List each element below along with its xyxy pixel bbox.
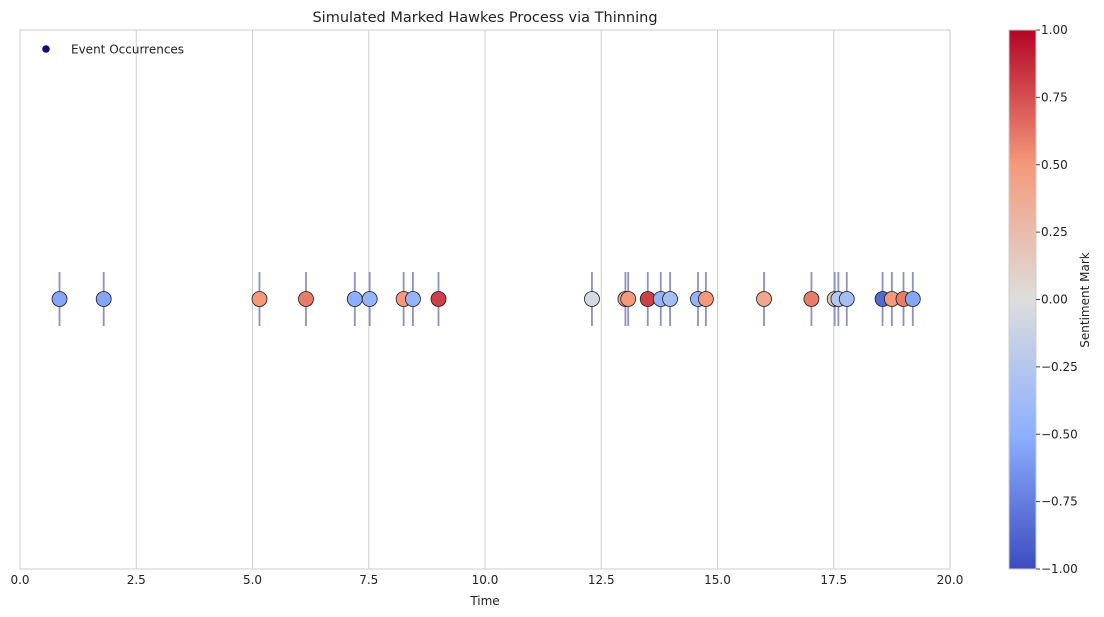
- event-marker: [697, 291, 714, 307]
- event-marker: [756, 291, 772, 307]
- colorbar-tick-label: −0.25: [1041, 360, 1078, 374]
- event-marker: [95, 291, 112, 307]
- colorbar-tick-labels: 1.00 0.75 0.50 0.25 0.00 −0.25 −0.50 −0.75 −1.00: [1036, 23, 1078, 576]
- x-tick-label: 2.5: [127, 573, 146, 587]
- chart-title: Simulated Marked Hawkes Process via Thin…: [312, 10, 657, 26]
- legend: Event Occurrences: [42, 43, 184, 57]
- x-tick-label: 5.0: [243, 573, 262, 587]
- colorbar-tick-label: −0.75: [1041, 495, 1078, 509]
- event-stems: [58, 272, 914, 326]
- colorbar-tick-label: 1.00: [1041, 23, 1068, 37]
- x-axis-label: Time: [469, 594, 499, 608]
- event-marker: [51, 291, 68, 307]
- x-tick-label: 20.0: [937, 573, 964, 587]
- colorbar-tick-label: −1.00: [1041, 562, 1078, 576]
- event-marker: [620, 291, 637, 307]
- x-tick-label: 12.5: [588, 573, 615, 587]
- colorbar-tick-label: −0.50: [1041, 427, 1078, 441]
- colorbar-label: Sentiment Mark: [1078, 252, 1092, 347]
- x-tick-label: 7.5: [359, 573, 378, 587]
- event-marker: [904, 291, 921, 307]
- event-marker: [838, 291, 855, 307]
- legend-label: Event Occurrences: [71, 43, 184, 57]
- colorbar-tick-label: 0.50: [1041, 158, 1068, 172]
- event-marker: [361, 291, 378, 307]
- colorbar-tick-label: 0.75: [1041, 90, 1068, 104]
- event-marker: [662, 291, 678, 307]
- x-tick-labels: 0.0 2.5 5.0 7.5 10.0 12.5 15.0 17.5 20.0: [10, 573, 963, 587]
- event-marker: [430, 291, 447, 307]
- x-tick-label: 15.0: [704, 573, 731, 587]
- grid-lines: [135, 30, 835, 569]
- event-marker: [298, 291, 314, 307]
- colorbar-gradient: [1008, 29, 1037, 570]
- event-markers: [51, 291, 921, 307]
- colorbar: 1.00 0.75 0.50 0.25 0.00 −0.25 −0.50 −0.75 −1.00…: [1008, 23, 1092, 576]
- x-tick-label: 0.0: [10, 573, 29, 587]
- plot-area: 0.0 2.5 5.0 7.5 10.0 12.5 15.0 17.5 20.0: [10, 29, 963, 587]
- plot-frame: [19, 29, 951, 570]
- legend-marker: [42, 45, 50, 53]
- colorbar-tick-label: 0.00: [1041, 293, 1068, 307]
- x-tick-label: 17.5: [820, 573, 847, 587]
- event-marker: [584, 291, 600, 307]
- event-marker: [251, 291, 268, 307]
- x-tick-label: 10.0: [472, 573, 499, 587]
- event-marker: [803, 291, 820, 307]
- event-marker: [346, 291, 363, 307]
- event-marker: [405, 291, 421, 307]
- colorbar-tick-label: 0.25: [1041, 225, 1068, 239]
